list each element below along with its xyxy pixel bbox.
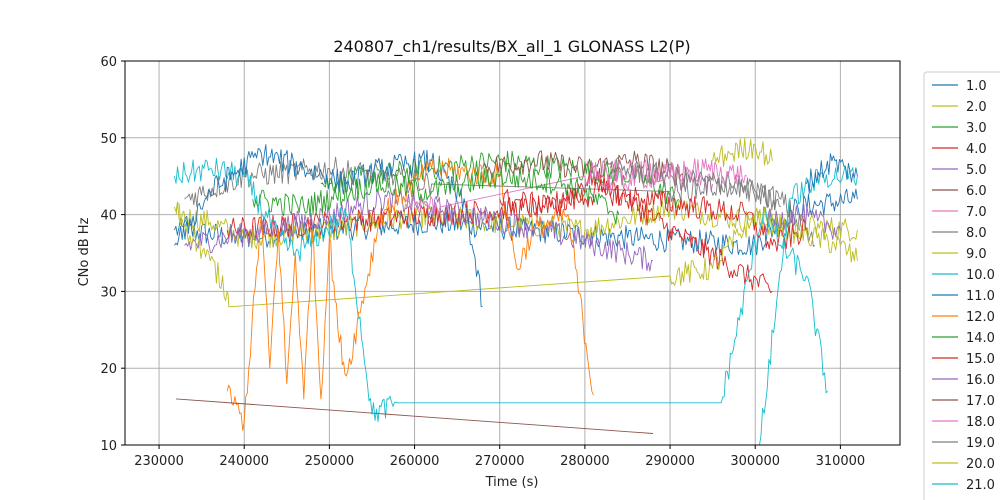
legend: 1.0 2.0 3.0 4.0 5.0 6.0 7.0 8.0 9.0 10.0 11.0 12.0 1…	[923, 71, 1000, 500]
x-tick-label: 290000	[645, 454, 695, 469]
y-tick-label: 40	[100, 209, 117, 224]
series-line-16.0	[763, 204, 841, 240]
x-tick-label: 300000	[730, 454, 780, 469]
series-group	[173, 137, 858, 445]
series-line-11.0	[174, 144, 483, 308]
x-tick-label: 250000	[305, 454, 355, 469]
series-line-22.0	[805, 153, 858, 194]
legend-label: 4.0	[966, 142, 987, 157]
legend-label: 17.0	[966, 394, 995, 409]
legend-label: 10.0	[966, 268, 995, 283]
y-tick-label: 30	[100, 285, 117, 300]
plot-frame	[124, 60, 901, 446]
legend-label: 21.0	[966, 478, 995, 493]
legend-label: 2.0	[966, 100, 987, 115]
x-tick-label: 260000	[390, 454, 440, 469]
legend-label: 18.0	[966, 415, 995, 430]
series-line-15.0	[499, 179, 807, 252]
x-axis-label: Time (s)	[485, 475, 539, 490]
x-tick-label: 280000	[560, 454, 610, 469]
series-line-14.0	[252, 167, 620, 225]
y-tick-label: 20	[100, 362, 117, 377]
series-line-8.0	[184, 156, 816, 247]
chart-title: 240807_ch1/results/BX_all_1 GLONASS L2(P…	[333, 37, 690, 57]
y-tick-label: 10	[100, 439, 117, 454]
legend-label: 16.0	[966, 373, 995, 388]
legend-label: 6.0	[966, 184, 987, 199]
plot-area: 230000 240000 250000 260000 270000 280000 2900…	[100, 55, 901, 469]
series-line-17.0	[176, 398, 654, 434]
legend-label: 12.0	[966, 310, 995, 325]
series-line-18.0	[601, 158, 747, 194]
x-tick-label: 310000	[816, 454, 866, 469]
series-line-19.0	[609, 156, 782, 211]
legend-label: 20.0	[966, 457, 995, 472]
legend-label: 3.0	[966, 121, 987, 136]
x-tick-label: 240000	[219, 454, 269, 469]
y-tick-label: 50	[100, 132, 117, 147]
legend-label: 9.0	[966, 247, 987, 262]
legend-label: 19.0	[966, 436, 995, 451]
y-tick-label: 60	[100, 55, 117, 70]
legend-label: 14.0	[966, 331, 995, 346]
legend-box	[923, 71, 1000, 500]
x-tick-label: 230000	[134, 454, 184, 469]
series-line-9.0	[173, 201, 858, 308]
series-line-12.0	[226, 157, 594, 431]
legend-label: 15.0	[966, 352, 995, 367]
series-line-20.0	[712, 137, 773, 168]
legend-label: 8.0	[966, 226, 987, 241]
y-axis-label: CNo dB Hz	[77, 217, 92, 286]
x-tick-label: 270000	[475, 454, 525, 469]
legend-label: 1.0	[966, 79, 987, 94]
series-line-4.0	[226, 166, 773, 294]
series-line-10.0	[173, 157, 828, 423]
legend-label: 7.0	[966, 205, 987, 220]
legend-label: 11.0	[966, 289, 995, 304]
legend-label: 5.0	[966, 163, 987, 178]
series-line-6.0	[482, 150, 688, 188]
series-line-3.0	[320, 150, 679, 209]
